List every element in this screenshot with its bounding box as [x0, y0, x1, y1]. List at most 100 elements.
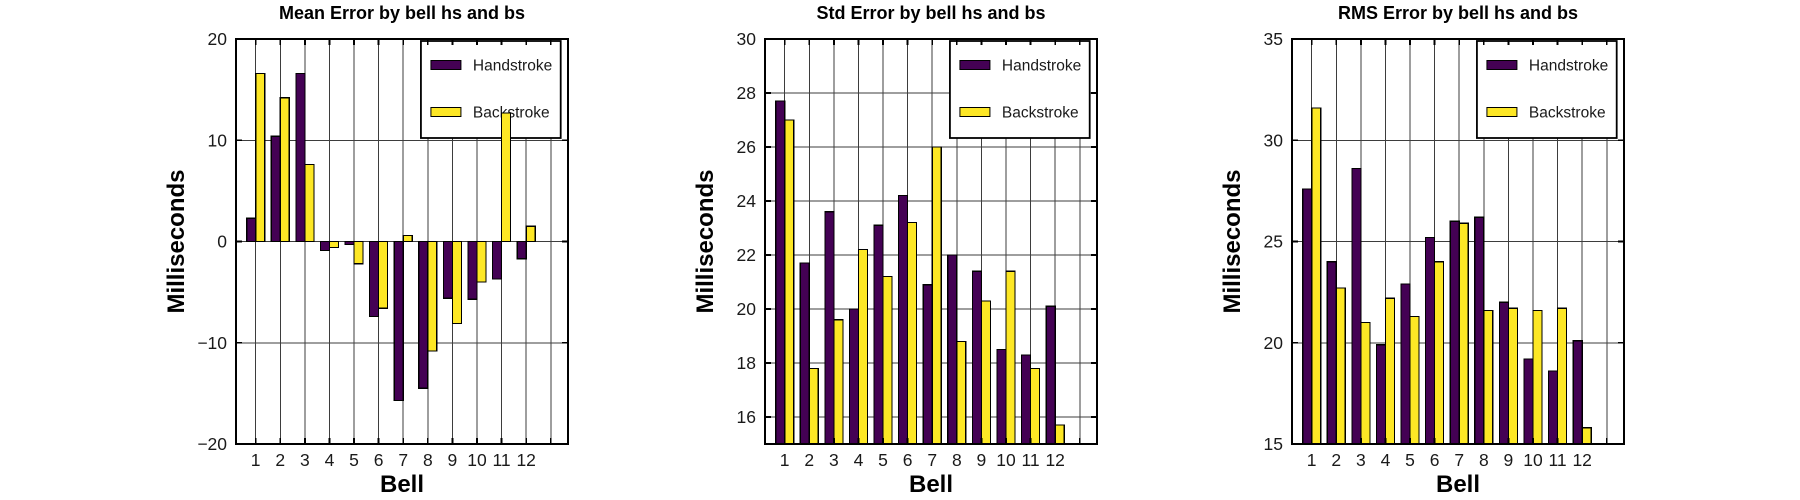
- x-tick-label: 10: [1523, 450, 1543, 470]
- x-tick-label: 8: [952, 450, 962, 470]
- legend-swatch-handstroke: [1486, 60, 1518, 70]
- x-tick-label: 7: [1454, 450, 1464, 470]
- x-axis-label: Bell: [1436, 471, 1480, 498]
- bars: [246, 72, 536, 402]
- chart-title: Std Error by bell hs and bs: [816, 3, 1045, 23]
- x-tick-label: 10: [996, 450, 1016, 470]
- y-tick-label: 28: [737, 83, 756, 103]
- bar-bell-11-handstroke: [1547, 370, 1559, 445]
- x-tick-label: 8: [423, 450, 433, 470]
- x-tick-label: 12: [516, 450, 535, 470]
- bar-bell-4-handstroke: [319, 240, 331, 252]
- bar-bell-6-backstroke: [1434, 261, 1445, 445]
- x-tick-label: 5: [878, 450, 888, 470]
- x-tick-label: 7: [398, 450, 408, 470]
- y-tick-label: −20: [197, 434, 227, 454]
- legend-label-backstroke: Backstroke: [1002, 105, 1079, 122]
- bar-bell-11-backstroke: [501, 112, 512, 243]
- legend-swatch-handstroke: [959, 60, 991, 70]
- bar-bell-10-backstroke: [1005, 270, 1016, 445]
- bar-bell-1-handstroke: [775, 100, 786, 445]
- bar-bell-11-handstroke: [492, 240, 503, 280]
- legend-swatch-handstroke: [430, 60, 462, 70]
- bar-bell-6-handstroke: [898, 195, 909, 445]
- bar-bell-5-handstroke: [344, 240, 355, 246]
- bar-bell-7-handstroke: [922, 284, 933, 445]
- bar-bell-9-handstroke: [442, 240, 454, 299]
- bar-bell-7-handstroke: [1449, 220, 1460, 445]
- x-tick-label: 5: [349, 450, 359, 470]
- legend-box: [1476, 40, 1618, 139]
- bar-bell-12-handstroke: [1045, 305, 1056, 445]
- bar-bell-8-handstroke: [1474, 216, 1485, 445]
- legend: Handstroke Backstroke: [949, 40, 1091, 139]
- bar-bell-8-backstroke: [1483, 309, 1494, 445]
- axes-frame: [764, 38, 1098, 445]
- y-tick-label: 22: [737, 245, 756, 265]
- legend-label-handstroke: Handstroke: [1529, 58, 1608, 75]
- x-tick-label: 2: [275, 450, 285, 470]
- legend-label-handstroke: Handstroke: [1002, 58, 1081, 75]
- y-tick-label: 20: [737, 299, 757, 319]
- x-tick-label: 3: [829, 450, 839, 470]
- x-tick-label: 6: [903, 450, 913, 470]
- bar-bell-2-handstroke: [270, 135, 281, 243]
- bar-bell-1-backstroke: [255, 72, 266, 243]
- y-tick-label: 16: [737, 407, 756, 427]
- bar-bell-8-handstroke: [418, 240, 429, 389]
- bar-bell-3-backstroke: [1360, 321, 1371, 445]
- legend-label-handstroke: Handstroke: [473, 58, 552, 75]
- bar-bell-1-handstroke: [1302, 188, 1313, 445]
- bar-bell-7-handstroke: [393, 240, 404, 402]
- bar-bell-1-backstroke: [1311, 107, 1322, 445]
- bar-bell-10-backstroke: [476, 240, 487, 283]
- x-tick-label: 4: [1381, 450, 1391, 470]
- bar-bell-2-backstroke: [279, 97, 290, 243]
- x-tick-label: 1: [1307, 450, 1317, 470]
- bar-bell-10-handstroke: [467, 240, 478, 300]
- bar-bell-3-handstroke: [824, 211, 835, 445]
- bar-bell-11-backstroke: [1556, 307, 1568, 445]
- legend-label-backstroke: Backstroke: [473, 105, 550, 122]
- bar-bell-5-handstroke: [1400, 283, 1411, 445]
- bar-bell-12-backstroke: [525, 225, 536, 243]
- bar-bell-5-backstroke: [882, 276, 893, 445]
- x-tick-label: 12: [1572, 450, 1591, 470]
- bar-bell-6-handstroke: [1425, 236, 1436, 445]
- legend-label-backstroke: Backstroke: [1529, 105, 1606, 122]
- bar-bell-5-backstroke: [1409, 315, 1420, 445]
- x-tick-label: 11: [1022, 450, 1040, 470]
- bar-bell-9-backstroke: [1507, 307, 1519, 445]
- bar-bell-2-handstroke: [799, 262, 810, 445]
- legend-box: [420, 40, 562, 139]
- bar-bell-9-handstroke: [971, 270, 983, 445]
- bar-bell-7-backstroke: [402, 234, 413, 243]
- bar-bell-11-handstroke: [1020, 354, 1032, 445]
- x-tick-label: 6: [374, 450, 384, 470]
- y-tick-label: −10: [197, 333, 227, 353]
- bar-bell-12-backstroke: [1054, 424, 1065, 445]
- bar-bell-7-backstroke: [931, 146, 942, 445]
- y-tick-label: 20: [1264, 333, 1284, 353]
- y-tick-label: 24: [737, 191, 757, 211]
- bar-bell-1-handstroke: [246, 217, 257, 243]
- x-tick-label: 6: [1430, 450, 1440, 470]
- x-tick-label: 11: [1549, 450, 1567, 470]
- bar-bell-6-backstroke: [907, 222, 918, 445]
- x-tick-label: 9: [1504, 450, 1514, 470]
- bar-bell-4-backstroke: [328, 240, 340, 249]
- bar-bell-12-handstroke: [516, 240, 527, 260]
- y-tick-label: 15: [1264, 434, 1283, 454]
- y-axis-label: Milliseconds: [1219, 169, 1246, 313]
- y-tick-label: 30: [737, 29, 757, 49]
- tick-marks: [1292, 38, 1624, 445]
- tick-marks: [236, 38, 568, 445]
- bar-bell-11-backstroke: [1029, 367, 1041, 445]
- bar-bell-3-backstroke: [833, 319, 844, 445]
- x-tick-label: 10: [467, 450, 487, 470]
- x-tick-label: 1: [780, 450, 790, 470]
- bar-bell-10-backstroke: [1532, 309, 1543, 445]
- bar-bell-4-handstroke: [1375, 344, 1387, 445]
- y-tick-label: 18: [737, 353, 756, 373]
